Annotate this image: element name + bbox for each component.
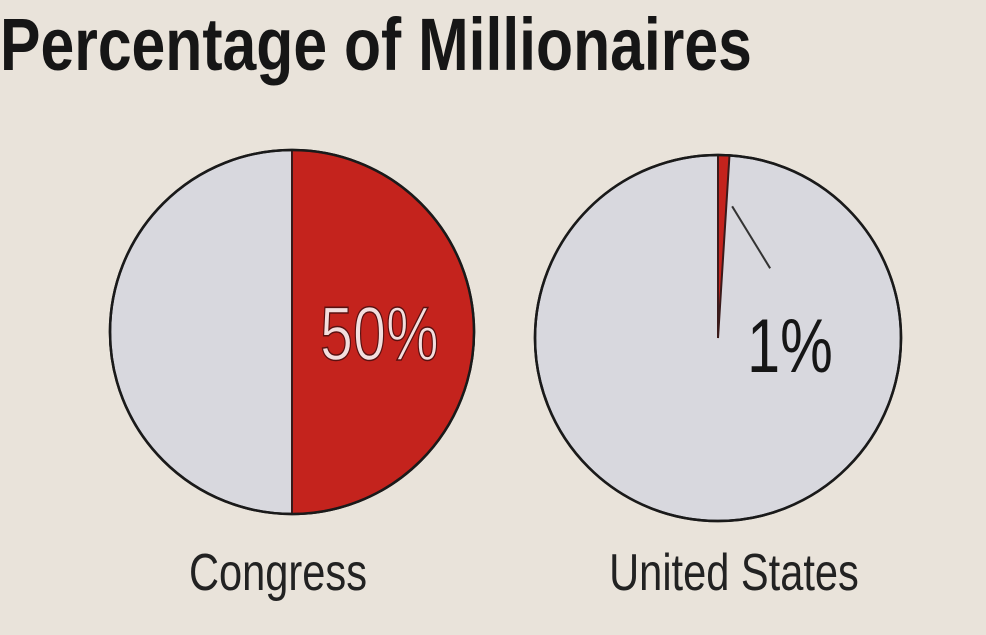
pie-outline: [533, 153, 903, 523]
value-label: 50%: [320, 292, 439, 377]
category-label: Congress: [189, 543, 367, 602]
chart-title: Percentage of Millionaires: [0, 4, 752, 86]
value-label: 1%: [747, 304, 833, 389]
category-label: United States: [609, 543, 859, 602]
pie-outline: [108, 148, 476, 516]
leader-line: [731, 205, 771, 269]
